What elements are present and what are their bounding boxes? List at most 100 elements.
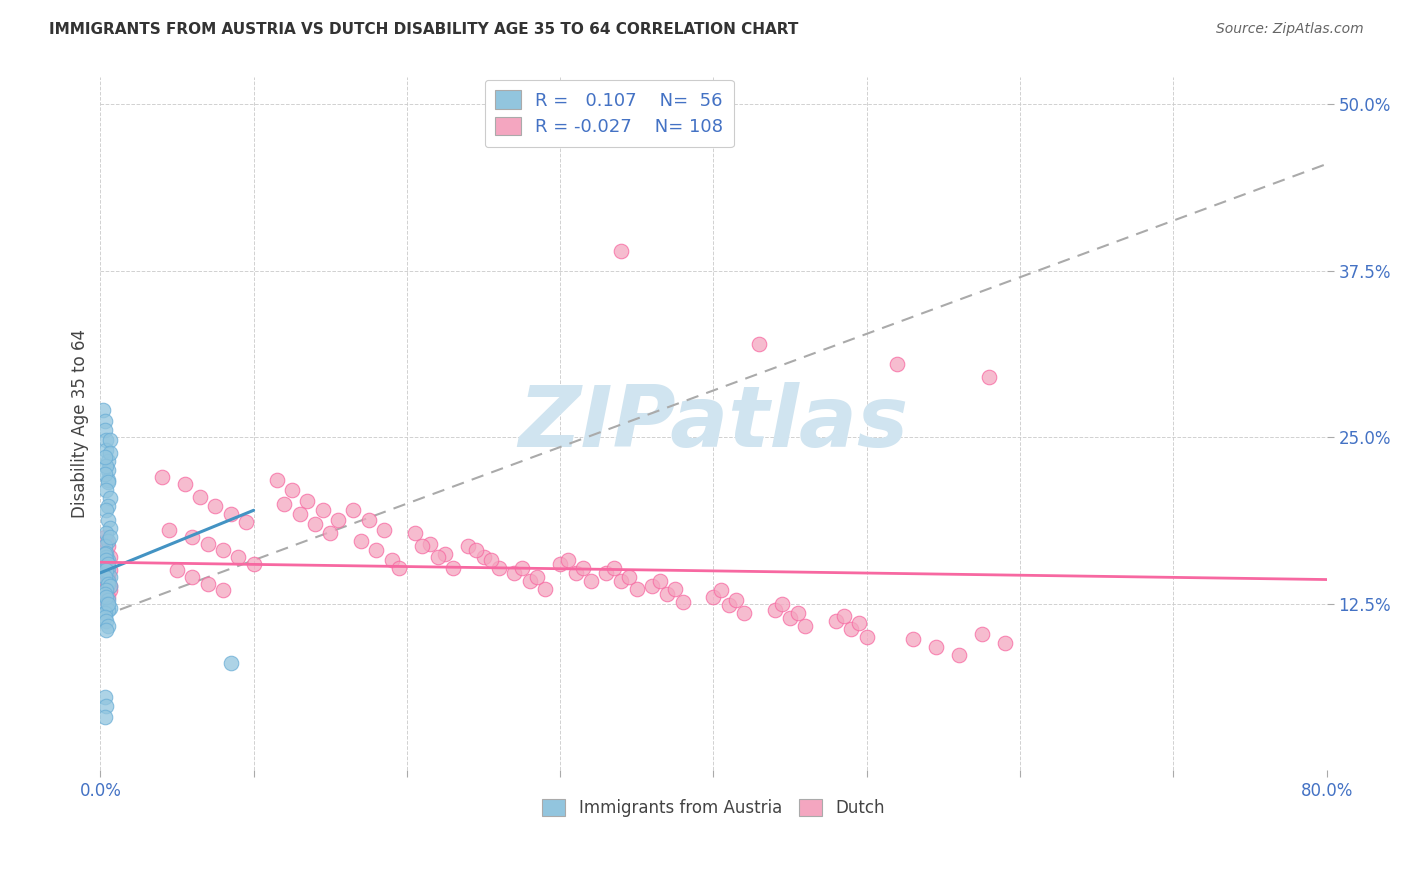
Point <box>97 566 120 580</box>
Point <box>579 574 602 588</box>
Point <box>97 533 120 548</box>
Point <box>98 520 121 534</box>
Point <box>657 587 679 601</box>
Point <box>779 611 801 625</box>
Point <box>350 533 373 548</box>
Point <box>641 579 664 593</box>
Point <box>96 533 118 548</box>
Point <box>94 587 117 601</box>
Point <box>717 598 740 612</box>
Point <box>763 603 786 617</box>
Point <box>96 557 118 571</box>
Point <box>288 508 311 522</box>
Point <box>488 560 510 574</box>
Point <box>98 579 121 593</box>
Y-axis label: Disability Age 35 to 64: Disability Age 35 to 64 <box>72 329 89 518</box>
Point <box>94 557 117 571</box>
Point <box>381 552 404 566</box>
Point <box>579 130 602 145</box>
Point <box>626 582 648 596</box>
Point <box>96 555 118 569</box>
Point <box>948 648 970 663</box>
Point <box>98 530 121 544</box>
Point <box>93 403 115 417</box>
Point <box>841 622 863 636</box>
Legend: Immigrants from Austria, Dutch: Immigrants from Austria, Dutch <box>536 792 891 824</box>
Point <box>96 614 118 628</box>
Point <box>96 552 118 566</box>
Point <box>472 549 495 564</box>
Point <box>96 549 118 564</box>
Point <box>96 597 118 611</box>
Point <box>97 574 120 588</box>
Point <box>297 494 319 508</box>
Point <box>534 582 557 596</box>
Point <box>94 547 117 561</box>
Point <box>603 560 626 574</box>
Point <box>197 536 219 550</box>
Point <box>404 525 426 540</box>
Point <box>173 476 195 491</box>
Point <box>457 539 479 553</box>
Point <box>979 370 1001 384</box>
Point <box>96 503 118 517</box>
Point <box>97 560 120 574</box>
Point <box>96 459 118 474</box>
Point <box>648 574 671 588</box>
Point <box>96 583 118 598</box>
Point <box>98 583 121 598</box>
Point <box>94 414 117 428</box>
Point <box>97 597 120 611</box>
Point <box>434 547 457 561</box>
Point <box>98 570 121 584</box>
Point <box>617 570 640 584</box>
Point <box>357 513 380 527</box>
Point <box>610 244 633 258</box>
Point <box>479 552 502 566</box>
Point <box>97 500 120 514</box>
Point <box>212 543 235 558</box>
Point <box>273 497 295 511</box>
Point <box>848 616 870 631</box>
Point <box>825 614 848 628</box>
Point <box>98 579 121 593</box>
Point <box>96 563 118 577</box>
Point <box>97 603 120 617</box>
Point <box>97 557 120 571</box>
Point <box>157 523 180 537</box>
Point <box>994 636 1017 650</box>
Point <box>96 566 118 580</box>
Point <box>94 690 117 704</box>
Point <box>96 433 118 447</box>
Point <box>266 473 288 487</box>
Point <box>770 597 793 611</box>
Point <box>98 491 121 506</box>
Point <box>96 546 118 560</box>
Point <box>94 423 117 437</box>
Point <box>181 570 204 584</box>
Point <box>97 573 120 587</box>
Point <box>832 608 855 623</box>
Point <box>98 446 121 460</box>
Point <box>204 500 226 514</box>
Point <box>96 525 118 540</box>
Point <box>725 592 748 607</box>
Point <box>733 606 755 620</box>
Point <box>373 523 395 537</box>
Point <box>794 619 817 633</box>
Point <box>503 566 526 580</box>
Point <box>97 475 120 490</box>
Point <box>212 583 235 598</box>
Point <box>96 590 118 604</box>
Text: Source: ZipAtlas.com: Source: ZipAtlas.com <box>1216 22 1364 37</box>
Point <box>672 595 695 609</box>
Point <box>426 549 449 564</box>
Point <box>519 574 541 588</box>
Point <box>548 557 571 571</box>
Point <box>97 576 120 591</box>
Point <box>94 530 117 544</box>
Point <box>419 536 441 550</box>
Point <box>235 516 257 530</box>
Point <box>150 470 173 484</box>
Point <box>97 539 120 553</box>
